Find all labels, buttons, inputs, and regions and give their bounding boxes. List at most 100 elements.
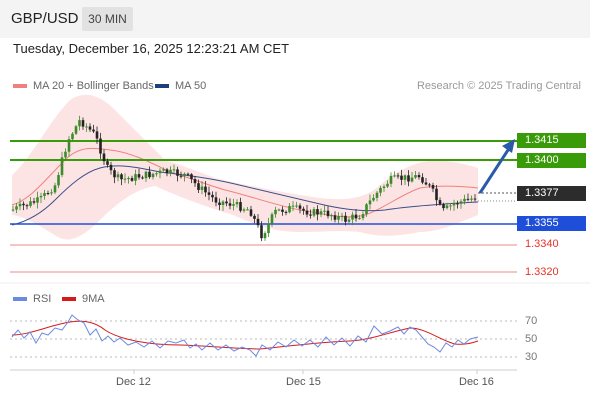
candle-body: [435, 188, 438, 201]
candle-body: [99, 138, 102, 154]
candle-body: [85, 126, 88, 128]
candle-body: [109, 164, 113, 171]
candle-body: [78, 120, 81, 127]
candle-body: [242, 209, 246, 211]
resistance-label-1: 1.3415: [517, 133, 586, 148]
candle-body: [162, 169, 165, 171]
candle-body: [389, 175, 393, 184]
candle-body: [113, 170, 116, 178]
copyright-text: Research © 2025 Trading Central: [416, 80, 581, 92]
candle-body: [386, 183, 389, 187]
support-label-1: 1.3340: [525, 238, 559, 250]
chart-datetime: Tuesday, December 16, 2025 12:23:21 AM C…: [13, 41, 290, 56]
candle-body: [232, 204, 235, 206]
candle-body: [176, 169, 179, 176]
ma50-legend-label: MA 50: [175, 80, 207, 92]
candle-body: [372, 197, 375, 201]
candle-body: [120, 174, 123, 180]
candle-body: [193, 179, 197, 184]
candle-body: [116, 174, 120, 178]
candle-body: [32, 201, 36, 203]
candle-body: [260, 225, 263, 239]
candle-body: [200, 186, 204, 190]
candle-body: [407, 175, 410, 182]
candle-body: [172, 169, 176, 171]
candle-body: [214, 197, 218, 203]
rsi-legend-label: RSI: [33, 293, 52, 305]
candle-body: [456, 203, 459, 205]
rsi-tick-70: 70: [525, 315, 538, 327]
candle-body: [323, 210, 326, 212]
candle-body: [365, 204, 368, 215]
candle-body: [449, 205, 452, 207]
candle-body: [137, 174, 141, 178]
date-tick-1: Dec 12: [116, 376, 151, 388]
candle-body: [127, 178, 130, 180]
candle-body: [95, 131, 99, 139]
candle-body: [410, 177, 414, 182]
candlesticks: [11, 115, 477, 242]
candle-body: [22, 203, 25, 206]
candle-body: [106, 161, 109, 165]
candle-body: [169, 169, 172, 174]
bollinger-band: [12, 94, 478, 240]
candle-body: [29, 201, 32, 206]
candle-body: [221, 201, 225, 206]
candle-body: [15, 206, 18, 210]
candle-body: [130, 178, 134, 181]
candle-body: [312, 209, 316, 216]
candle-body: [333, 215, 337, 220]
candle-body: [88, 126, 92, 130]
toolbar: GBP/USD 30 MIN: [0, 0, 590, 38]
candle-body: [50, 192, 53, 194]
timeframe-button[interactable]: 30 MIN: [82, 7, 133, 31]
candle-body: [256, 218, 260, 226]
candle-body: [228, 203, 232, 206]
candle-body: [421, 177, 424, 183]
candle-body: [473, 198, 477, 200]
candle-body: [186, 173, 190, 175]
candle-body: [155, 173, 158, 175]
candle-body: [235, 202, 239, 205]
candle-body: [197, 183, 200, 190]
candle-body: [337, 216, 340, 220]
candle-body: [253, 215, 256, 219]
candle-body: [263, 233, 267, 239]
ma20-line: [11, 147, 479, 218]
rsi-ma-swatch: [62, 297, 76, 301]
arrow-head: [502, 139, 515, 153]
rsi-line: [11, 314, 479, 357]
candle-body: [379, 187, 382, 193]
ma50-swatch: [155, 84, 169, 88]
candle-body: [403, 175, 407, 180]
ma20-legend-label: MA 20 + Bollinger Bands: [33, 80, 154, 92]
ma50-legend: MA 50: [155, 80, 206, 92]
candle-body: [351, 214, 354, 220]
candle-body: [375, 192, 379, 198]
candle-body: [270, 214, 274, 224]
candle-body: [330, 215, 333, 217]
candle-body: [466, 198, 470, 200]
candle-body: [218, 202, 221, 206]
candle-body: [123, 178, 127, 180]
candle-body: [165, 169, 169, 174]
support-label-2: 1.3320: [525, 266, 559, 278]
candle-body: [382, 186, 386, 188]
candle-body: [347, 219, 351, 222]
candle-body: [284, 211, 288, 213]
candle-body: [417, 175, 421, 178]
candle-body: [158, 170, 162, 174]
candle-body: [414, 175, 417, 178]
candle-body: [340, 215, 344, 217]
candle-body: [358, 218, 361, 220]
candle-body: [144, 171, 148, 179]
candle-body: [60, 157, 64, 176]
rsi-legend: RSI: [13, 293, 51, 305]
candle-body: [18, 203, 22, 207]
candle-body: [81, 120, 85, 127]
candle-body: [11, 209, 15, 211]
candle-body: [277, 209, 281, 211]
candle-body: [74, 126, 78, 134]
candle-body: [428, 184, 431, 186]
candle-body: [39, 195, 43, 198]
